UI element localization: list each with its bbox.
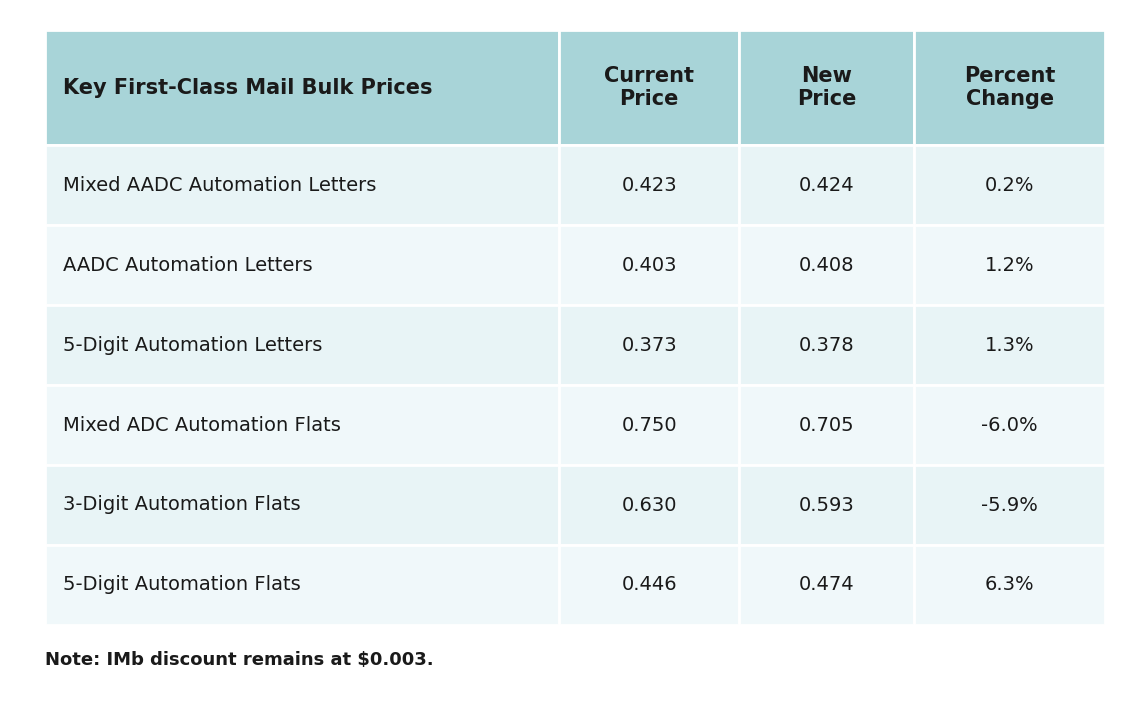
Text: 0.423: 0.423	[621, 175, 677, 194]
Text: Mixed ADC Automation Flats: Mixed ADC Automation Flats	[63, 415, 340, 434]
Text: Percent
Change: Percent Change	[964, 66, 1055, 109]
Text: 0.630: 0.630	[621, 495, 677, 515]
Bar	[45, 145, 559, 225]
Bar	[739, 385, 915, 465]
Text: 0.403: 0.403	[621, 255, 677, 275]
Bar	[559, 145, 739, 225]
Text: 0.593: 0.593	[799, 495, 855, 515]
Bar	[559, 30, 739, 145]
Text: Note: IMb discount remains at $0.003.: Note: IMb discount remains at $0.003.	[45, 651, 433, 669]
Text: 5-Digit Automation Flats: 5-Digit Automation Flats	[63, 576, 300, 594]
Bar	[559, 545, 739, 625]
Bar	[739, 305, 915, 385]
Bar	[915, 305, 1105, 385]
Text: 0.446: 0.446	[621, 576, 677, 594]
Text: 0.474: 0.474	[799, 576, 855, 594]
Bar	[559, 305, 739, 385]
Bar	[739, 30, 915, 145]
Text: 1.3%: 1.3%	[984, 336, 1035, 355]
Text: 0.2%: 0.2%	[984, 175, 1035, 194]
Bar	[739, 545, 915, 625]
Text: AADC Automation Letters: AADC Automation Letters	[63, 255, 313, 275]
Text: 0.705: 0.705	[799, 415, 855, 434]
Text: 1.2%: 1.2%	[984, 255, 1035, 275]
Text: 3-Digit Automation Flats: 3-Digit Automation Flats	[63, 495, 300, 515]
Bar	[739, 225, 915, 305]
Text: 5-Digit Automation Letters: 5-Digit Automation Letters	[63, 336, 322, 355]
Bar	[739, 145, 915, 225]
Text: 0.373: 0.373	[621, 336, 677, 355]
Bar	[915, 30, 1105, 145]
Bar	[915, 225, 1105, 305]
Bar	[915, 545, 1105, 625]
Bar	[559, 465, 739, 545]
Bar	[559, 225, 739, 305]
Text: New
Price: New Price	[798, 66, 856, 109]
Text: 0.424: 0.424	[799, 175, 855, 194]
Text: 6.3%: 6.3%	[984, 576, 1035, 594]
Bar	[739, 465, 915, 545]
Bar	[45, 465, 559, 545]
Text: Key First-Class Mail Bulk Prices: Key First-Class Mail Bulk Prices	[63, 78, 432, 97]
Text: Current
Price: Current Price	[604, 66, 694, 109]
Bar	[915, 385, 1105, 465]
Text: 0.750: 0.750	[621, 415, 677, 434]
Bar	[45, 30, 559, 145]
Text: -6.0%: -6.0%	[981, 415, 1038, 434]
Bar	[45, 545, 559, 625]
Text: -5.9%: -5.9%	[981, 495, 1038, 515]
Text: Mixed AADC Automation Letters: Mixed AADC Automation Letters	[63, 175, 376, 194]
Text: 0.408: 0.408	[799, 255, 855, 275]
Bar	[45, 225, 559, 305]
Bar	[45, 385, 559, 465]
Bar	[559, 385, 739, 465]
Bar	[915, 465, 1105, 545]
Text: 0.378: 0.378	[799, 336, 855, 355]
Bar	[45, 305, 559, 385]
Bar	[915, 145, 1105, 225]
